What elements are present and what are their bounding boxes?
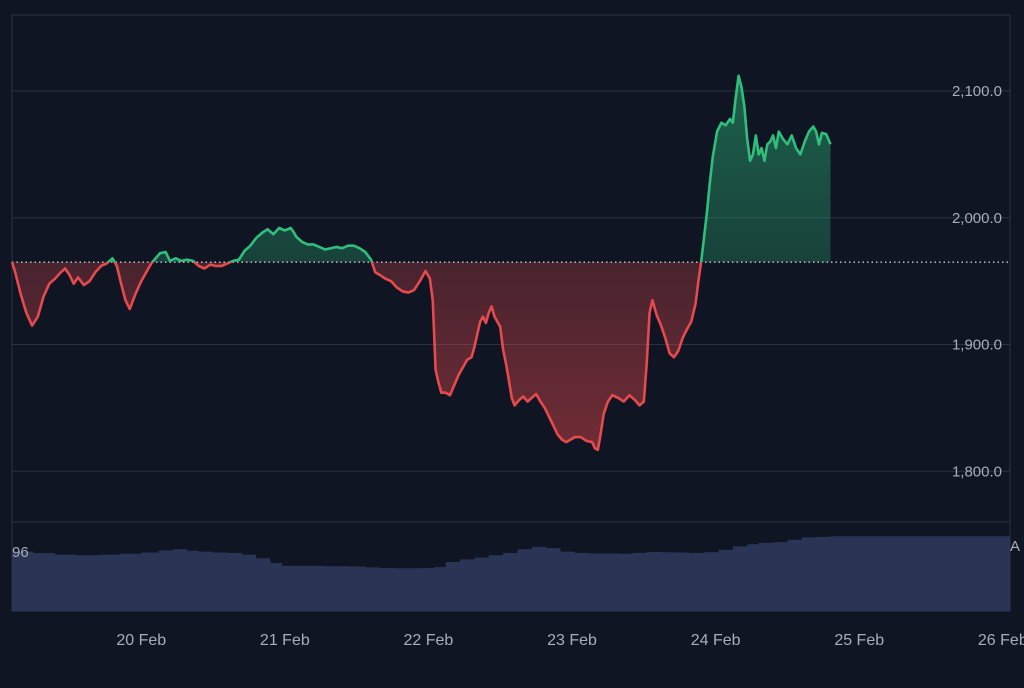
area-below-baseline xyxy=(12,262,702,450)
x-tick-label: 26 Feb xyxy=(978,632,1024,649)
x-tick-label: 20 Feb xyxy=(116,632,166,649)
x-tick-label: 25 Feb xyxy=(834,632,884,649)
x-tick-label: 23 Feb xyxy=(547,632,597,649)
x-axis-labels: 20 Feb 21 Feb 22 Feb 23 Feb 24 Feb 25 Feb 26 F… xyxy=(116,632,1024,649)
price-line-up xyxy=(11,74,832,263)
price-line-down xyxy=(10,262,703,452)
x-tick-label: 21 Feb xyxy=(260,632,310,649)
y-axis-labels: 2,100.0 2,000.0 1,900.0 1,800.0 xyxy=(952,83,1002,480)
price-line xyxy=(10,74,832,452)
volume-label: 96 xyxy=(12,544,29,561)
volume-area xyxy=(12,536,1010,611)
volume-edge-label: A xyxy=(1010,538,1020,555)
y-tick-label: 2,000.0 xyxy=(952,210,1002,227)
y-tick-label: 2,100.0 xyxy=(952,83,1002,100)
y-tick-label: 1,800.0 xyxy=(952,463,1002,480)
x-tick-label: 24 Feb xyxy=(691,632,741,649)
y-tick-label: 1,900.0 xyxy=(952,337,1002,354)
area-above-baseline xyxy=(12,75,831,263)
price-area xyxy=(12,75,831,450)
volume-pane xyxy=(12,536,1010,611)
x-tick-label: 22 Feb xyxy=(404,632,454,649)
